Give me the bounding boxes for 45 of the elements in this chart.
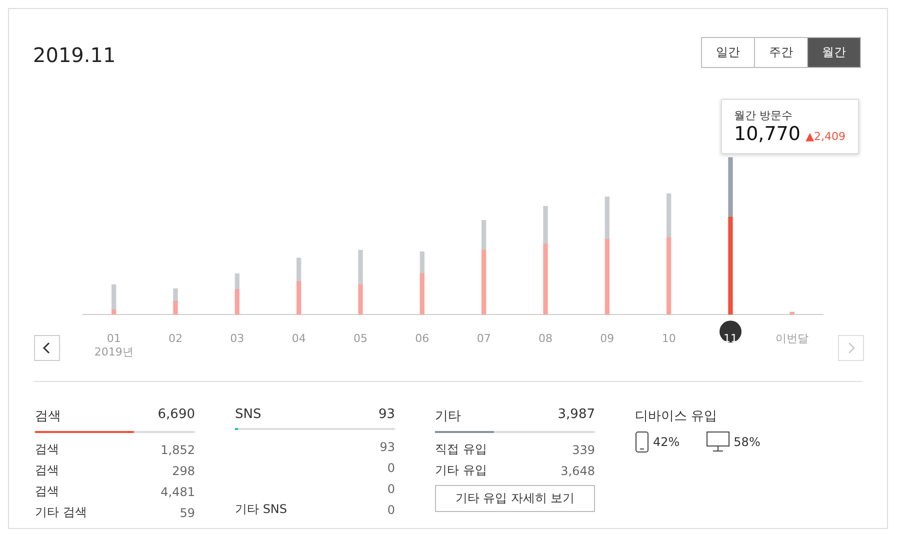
text: 디바이스 유입 bbox=[635, 408, 718, 425]
text: 6,690 bbox=[158, 407, 195, 424]
category-label: 기타 SNS bbox=[235, 501, 288, 518]
text: 주간 bbox=[754, 38, 807, 67]
text: 월간 bbox=[807, 38, 860, 67]
text: 일간 bbox=[702, 38, 754, 67]
text: ▲2,409 bbox=[806, 130, 846, 143]
x-tick-label: 이번달 bbox=[776, 332, 809, 346]
text: SNS bbox=[235, 407, 262, 422]
x-tick-label: 05 bbox=[354, 332, 368, 346]
x-tick-label: 03 bbox=[230, 332, 244, 346]
text: 검색 bbox=[35, 408, 61, 425]
text: 0 bbox=[387, 482, 395, 496]
x-tick-label: 08 bbox=[538, 332, 552, 346]
text: 0 bbox=[387, 502, 395, 516]
text: 42% bbox=[653, 435, 680, 449]
x-tick-label: 02 bbox=[168, 332, 182, 346]
x-tick-label: 07 bbox=[476, 332, 491, 346]
text: 3,987 bbox=[558, 407, 595, 424]
category-label: 기타 검색 bbox=[35, 504, 87, 521]
text: 298 bbox=[172, 464, 195, 478]
text: 93 bbox=[378, 407, 395, 422]
text: 59 bbox=[180, 506, 195, 520]
category-label: 검색 bbox=[35, 483, 59, 500]
category-label: 검색 bbox=[35, 462, 59, 479]
category-label: 직접 유입 bbox=[435, 441, 487, 458]
x-tick-label: 06 bbox=[415, 332, 430, 346]
x-tick-label: 10 bbox=[662, 332, 676, 346]
x-tick-label: 09 bbox=[600, 332, 614, 346]
category-label: 검색 bbox=[35, 441, 59, 458]
text: 3,648 bbox=[560, 464, 595, 478]
category-label: 기타 유입 bbox=[435, 462, 487, 479]
x-tick-label: 04 bbox=[292, 332, 306, 346]
text: 월간 방문수 bbox=[734, 108, 794, 123]
text: 기타 유입 자세히 보기 bbox=[435, 485, 595, 512]
x-tick-label: 01 2019년 bbox=[94, 332, 134, 358]
text: 10,770 bbox=[734, 123, 800, 145]
text: 93 bbox=[380, 440, 395, 454]
text: 58% bbox=[734, 435, 760, 449]
chart-title: 2019.11 bbox=[33, 43, 116, 67]
text: 339 bbox=[572, 442, 595, 456]
text: 1,852 bbox=[160, 442, 195, 456]
text: 기타 bbox=[435, 408, 461, 425]
text: 0 bbox=[387, 460, 395, 474]
text: 4,481 bbox=[160, 484, 195, 498]
